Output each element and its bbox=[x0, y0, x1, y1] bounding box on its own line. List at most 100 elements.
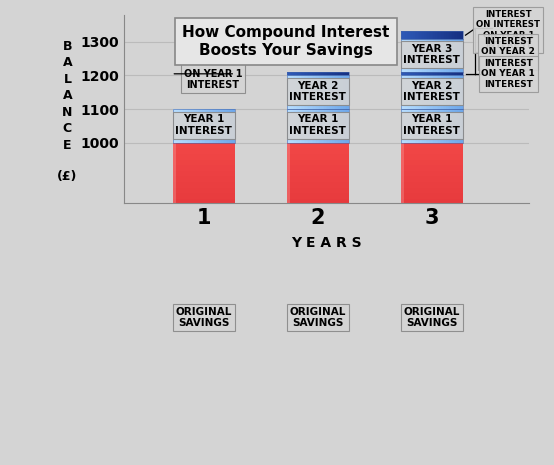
Text: YEAR 2
INTEREST: YEAR 2 INTEREST bbox=[403, 81, 460, 102]
Bar bbox=[286, 249, 349, 255]
Bar bbox=[427, 75, 429, 109]
Bar bbox=[401, 299, 463, 305]
Bar bbox=[322, 75, 324, 109]
Bar bbox=[324, 72, 326, 75]
Bar bbox=[286, 406, 349, 412]
Bar bbox=[172, 378, 235, 384]
Bar bbox=[286, 255, 349, 260]
Bar bbox=[310, 75, 311, 109]
Bar bbox=[172, 232, 235, 238]
Bar bbox=[172, 221, 235, 227]
Bar bbox=[407, 75, 408, 109]
Bar bbox=[311, 75, 313, 109]
Bar bbox=[345, 75, 346, 109]
Bar bbox=[444, 39, 446, 72]
Bar bbox=[401, 109, 402, 143]
Bar bbox=[313, 75, 315, 109]
Bar bbox=[335, 72, 337, 75]
Bar bbox=[446, 75, 448, 109]
Bar bbox=[401, 227, 463, 232]
Bar bbox=[448, 109, 449, 143]
Bar bbox=[321, 72, 322, 75]
Bar bbox=[334, 75, 335, 109]
Bar bbox=[401, 316, 463, 322]
Bar bbox=[454, 39, 455, 72]
Bar bbox=[408, 72, 410, 75]
Bar bbox=[330, 72, 332, 75]
Bar bbox=[172, 462, 235, 465]
Bar bbox=[338, 75, 340, 109]
Bar bbox=[301, 109, 302, 143]
Bar bbox=[423, 72, 424, 75]
Bar bbox=[307, 72, 309, 75]
Bar bbox=[316, 75, 318, 109]
Bar bbox=[449, 72, 451, 75]
Bar bbox=[172, 143, 176, 465]
Bar bbox=[286, 165, 349, 171]
Bar bbox=[401, 182, 463, 187]
Bar bbox=[401, 39, 402, 72]
Bar bbox=[452, 75, 454, 109]
Bar bbox=[286, 204, 349, 210]
Bar bbox=[405, 72, 407, 75]
Bar bbox=[286, 356, 349, 361]
Bar bbox=[454, 109, 455, 143]
Bar bbox=[294, 72, 296, 75]
Bar bbox=[172, 327, 235, 333]
Bar bbox=[401, 75, 402, 109]
Bar bbox=[196, 109, 198, 143]
Bar bbox=[442, 109, 443, 143]
Bar bbox=[346, 72, 348, 75]
Bar bbox=[326, 72, 327, 75]
Bar bbox=[307, 109, 309, 143]
Bar bbox=[442, 39, 443, 72]
Bar bbox=[443, 75, 444, 109]
Text: INTEREST
ON YEAR 2
INTEREST: INTEREST ON YEAR 2 INTEREST bbox=[481, 37, 535, 67]
Bar bbox=[309, 72, 310, 75]
Bar bbox=[286, 109, 288, 143]
Bar bbox=[443, 32, 444, 39]
Bar bbox=[172, 367, 235, 372]
Bar bbox=[435, 72, 437, 75]
Bar bbox=[401, 187, 463, 193]
Bar bbox=[286, 428, 349, 434]
Bar bbox=[286, 423, 349, 428]
Bar bbox=[293, 72, 294, 75]
Bar bbox=[461, 32, 463, 39]
Bar bbox=[286, 199, 349, 204]
Bar bbox=[427, 32, 429, 39]
Bar bbox=[286, 148, 349, 154]
Bar bbox=[343, 109, 345, 143]
Bar bbox=[290, 109, 291, 143]
Bar bbox=[401, 412, 463, 417]
Text: (£): (£) bbox=[57, 170, 78, 183]
Bar bbox=[219, 109, 221, 143]
Bar bbox=[430, 39, 432, 72]
Bar bbox=[460, 109, 461, 143]
Bar bbox=[457, 109, 459, 143]
Bar bbox=[172, 445, 235, 451]
Bar bbox=[401, 294, 463, 299]
Bar bbox=[172, 311, 235, 316]
Bar bbox=[401, 176, 463, 182]
Bar bbox=[338, 72, 340, 75]
Bar bbox=[401, 395, 463, 400]
Bar bbox=[286, 294, 349, 299]
Bar bbox=[457, 32, 459, 39]
Bar bbox=[316, 72, 318, 75]
Bar bbox=[172, 451, 235, 457]
Bar bbox=[188, 109, 190, 143]
Bar bbox=[286, 187, 349, 193]
Bar bbox=[446, 39, 448, 72]
Bar bbox=[187, 109, 188, 143]
Bar bbox=[419, 32, 421, 39]
Bar bbox=[451, 109, 452, 143]
Bar bbox=[346, 109, 348, 143]
Bar bbox=[286, 193, 349, 199]
Bar bbox=[418, 75, 419, 109]
Bar bbox=[418, 72, 419, 75]
Bar bbox=[459, 75, 460, 109]
Bar bbox=[416, 32, 418, 39]
Bar bbox=[455, 32, 457, 39]
Bar bbox=[309, 75, 310, 109]
